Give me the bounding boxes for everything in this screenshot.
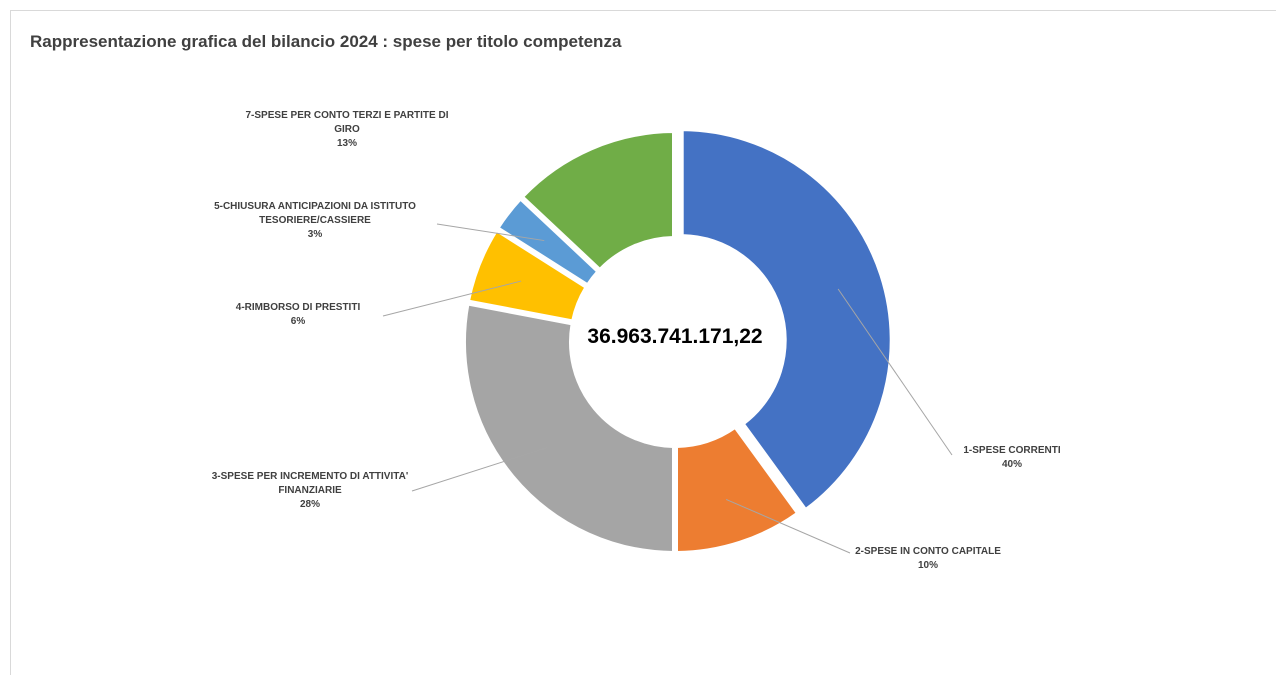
slice-3[interactable] bbox=[464, 303, 674, 554]
leader-line-5 bbox=[436, 223, 545, 242]
donut-slices bbox=[464, 129, 892, 554]
slice-label-3: 3-SPESE PER INCREMENTO DI ATTIVITA' FINAN… bbox=[212, 471, 408, 496]
chart-title: Rappresentazione grafica del bilancio 20… bbox=[30, 32, 622, 51]
slice-percent-2: 10% bbox=[918, 560, 938, 571]
chart-frame bbox=[10, 10, 1276, 675]
slice-labels: 1-SPESE CORRENTI 40% 2-SPESE IN CONTO CAPI… bbox=[212, 110, 1061, 571]
slice-percent-1: 40% bbox=[1002, 459, 1022, 470]
slice-percent-4: 6% bbox=[291, 316, 306, 327]
slice-1[interactable] bbox=[681, 129, 892, 511]
leader-line-2 bbox=[725, 498, 851, 554]
slice-percent-5: 3% bbox=[308, 229, 323, 240]
slice-label-2: 2-SPESE IN CONTO CAPITALE bbox=[855, 546, 1001, 557]
slice-5[interactable] bbox=[497, 198, 599, 286]
slice-4[interactable] bbox=[467, 229, 587, 322]
slice-6[interactable] bbox=[521, 131, 674, 271]
slice-label-4: 4-RIMBORSO DI PRESTITI bbox=[236, 302, 361, 313]
slice-percent-6: 13% bbox=[337, 138, 357, 149]
leader-line-1 bbox=[837, 288, 953, 456]
slice-percent-3: 28% bbox=[300, 499, 320, 510]
slice-2[interactable] bbox=[676, 426, 799, 553]
slice-label-5: 5-CHIUSURA ANTICIPAZIONI DA ISTITUTO TESO… bbox=[214, 201, 416, 226]
center-total-label: 36.963.741.171,22 bbox=[587, 325, 762, 348]
slice-label-6: 7-SPESE PER CONTO TERZI E PARTITE DI GIRO bbox=[246, 110, 449, 135]
leader-line-3 bbox=[411, 447, 548, 492]
leader-lines bbox=[382, 223, 953, 554]
slice-label-1: 1-SPESE CORRENTI bbox=[963, 445, 1060, 456]
leader-line-4 bbox=[382, 280, 522, 317]
